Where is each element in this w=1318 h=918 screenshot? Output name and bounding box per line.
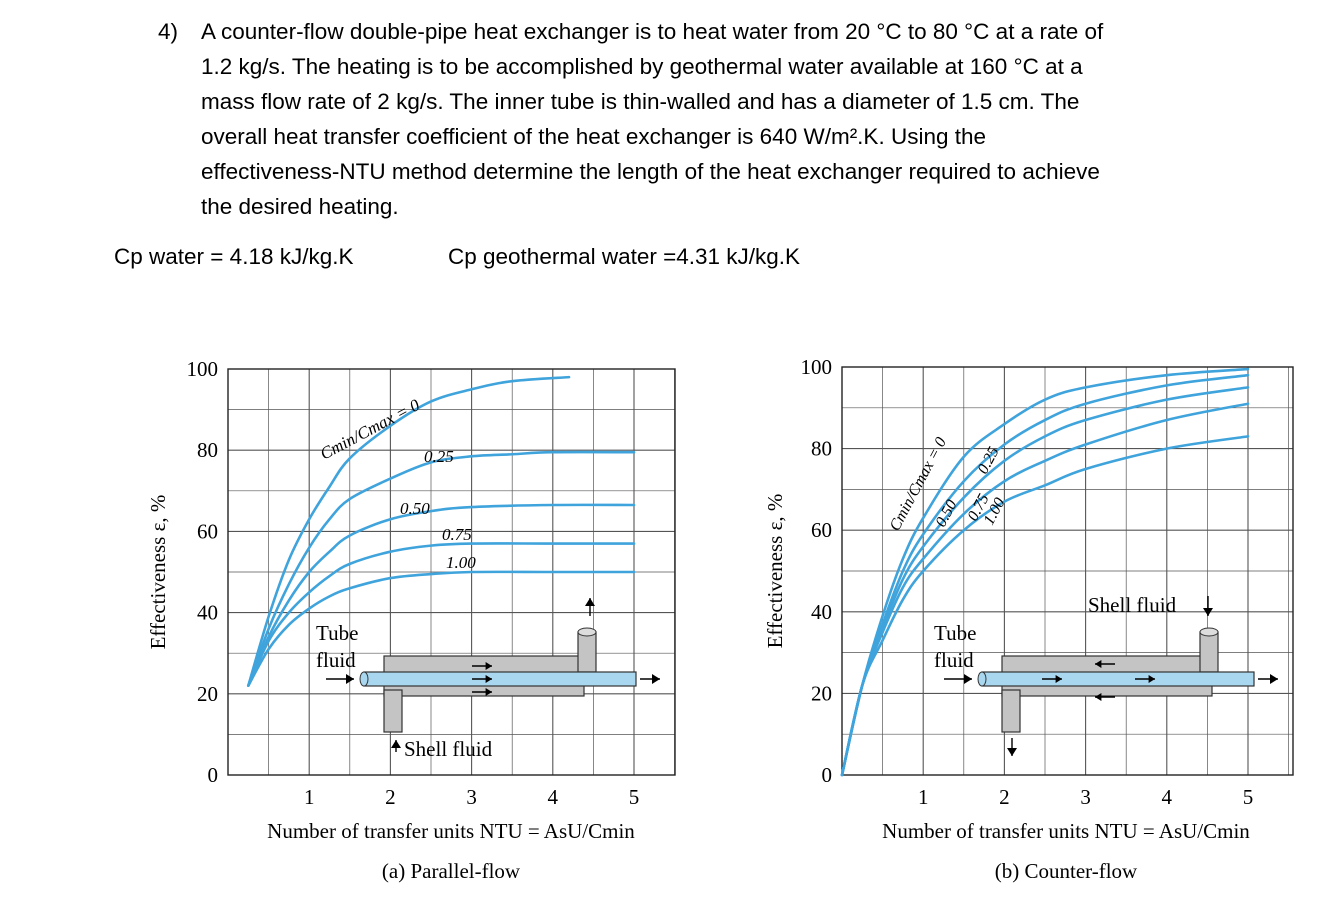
x-tick-label: 3: [1080, 785, 1091, 809]
curve-label: 0.75: [442, 525, 472, 544]
chart-grid: [842, 367, 1293, 775]
arrow-head-icon: [1148, 675, 1155, 683]
problem-line: overall heat transfer coefficient of the…: [201, 124, 986, 149]
arrow-head-icon: [346, 674, 354, 684]
x-tick-label: 2: [999, 785, 1010, 809]
cp-geothermal: Cp geothermal water =4.31 kJ/kg.K: [448, 244, 801, 269]
arrow-head-icon: [1007, 748, 1017, 756]
cp-water: Cp water = 4.18 kJ/kg.K: [114, 244, 354, 269]
chart-counter-flow: 0 20 40 60 80 100 1 2 3 4 5 Effectiveness ε, % Numbe…: [763, 355, 1294, 883]
arrow-head-icon: [1270, 674, 1278, 684]
curve-label: 0.50: [400, 499, 430, 518]
arrow-head-icon: [485, 675, 492, 683]
effectiveness-curve: [247, 542, 636, 687]
pipe-opening: [1199, 627, 1219, 637]
x-tick-label: 4: [1162, 785, 1173, 809]
arrow-head-icon: [585, 598, 595, 606]
problem-line: 1.2 kg/s. The heating is to be accomplis…: [201, 54, 1083, 79]
arrow-head-icon: [1055, 675, 1062, 683]
plot-frame: [841, 366, 1294, 776]
y-tick-label: 80: [811, 437, 832, 461]
x-tick-label: 3: [466, 785, 477, 809]
y-tick-label: 40: [811, 600, 832, 624]
shell-fluid-label: Shell fluid: [1088, 593, 1177, 617]
tube-fluid-label: fluid: [934, 648, 974, 672]
inner-tube: [363, 671, 637, 687]
y-tick-label: 20: [197, 682, 218, 706]
arrow-head-icon: [485, 662, 492, 670]
tube-fluid-label: Tube: [316, 621, 358, 645]
arrow-head-icon: [652, 674, 660, 684]
effectiveness-curve: [840, 402, 1250, 777]
flow-diagram: Tube fluid Shell fluid: [316, 598, 660, 761]
y-axis-label: Effectiveness ε, %: [146, 495, 170, 650]
curve-label: 0.25: [424, 447, 454, 466]
problem-number: 4): [158, 19, 179, 44]
shell-outlet-pipe: [577, 631, 597, 673]
effectiveness-curve: [840, 367, 1250, 777]
problem-line: A counter-flow double-pipe heat exchange…: [201, 19, 1104, 44]
chart-title: (b) Counter-flow: [995, 859, 1138, 883]
y-tick-label: 60: [197, 519, 218, 543]
curve-label: 0.50: [933, 497, 961, 530]
effectiveness-curve: [247, 375, 571, 687]
tube-opening: [977, 671, 987, 687]
problem-line: the desired heating.: [201, 194, 399, 219]
problem-line: mass flow rate of 2 kg/s. The inner tube…: [201, 89, 1080, 114]
shell-fluid-label: Shell fluid: [404, 737, 493, 761]
tube-fluid-label: fluid: [316, 648, 356, 672]
x-tick-label: 2: [385, 785, 396, 809]
curve-label: 1.00: [446, 553, 476, 572]
chart-grid: [228, 369, 675, 775]
x-tick-label: 1: [304, 785, 315, 809]
y-tick-label: 40: [197, 601, 218, 625]
problem-body: A counter-flow double-pipe heat exchange…: [201, 14, 1241, 224]
y-tick-label: 80: [197, 438, 218, 462]
x-tick-label: 1: [918, 785, 929, 809]
y-tick-label: 0: [208, 763, 219, 787]
curve-label: Cmin/Cmax = 0: [317, 395, 423, 464]
pipe-opening: [577, 627, 597, 637]
x-tick-label: 5: [1243, 785, 1254, 809]
x-tick-label: 5: [629, 785, 640, 809]
effectiveness-curve: [840, 435, 1250, 777]
y-tick-label: 100: [801, 355, 833, 379]
shell-inlet-pipe: [1199, 631, 1219, 673]
x-axis-label: Number of transfer units NTU = AsU/Cmin: [267, 819, 635, 843]
shell-outlet-pipe: [1001, 689, 1021, 733]
y-axis-label: Effectiveness ε, %: [763, 494, 787, 649]
tube-opening: [359, 671, 369, 687]
effectiveness-curve: [247, 503, 636, 687]
effectiveness-curve: [247, 450, 636, 687]
plot-frame: [227, 368, 676, 776]
y-tick-label: 0: [822, 763, 833, 787]
problem-line: effectiveness-NTU method determine the l…: [201, 159, 1100, 184]
arrow-head-icon: [485, 688, 492, 696]
y-tick-label: 60: [811, 518, 832, 542]
arrow-head-icon: [1095, 693, 1102, 701]
flow-diagram: Tube fluid Shell fluid: [934, 593, 1278, 756]
y-tick-label: 20: [811, 681, 832, 705]
arrow-head-icon: [391, 740, 401, 748]
y-tick-label: 100: [187, 357, 219, 381]
chart-parallel-flow: 0 20 40 60 80 100 1 2 3 4 5 Effectiveness ε, % Numbe…: [146, 357, 676, 883]
arrow-head-icon: [1203, 608, 1213, 616]
chart-title: (a) Parallel-flow: [382, 859, 521, 883]
arrow-head-icon: [1095, 660, 1102, 668]
x-axis-label: Number of transfer units NTU = AsU/Cmin: [882, 819, 1250, 843]
shell-inlet-pipe: [383, 689, 403, 733]
inner-tube: [981, 671, 1255, 687]
tube-fluid-label: Tube: [934, 621, 976, 645]
arrow-head-icon: [964, 674, 972, 684]
x-tick-label: 4: [548, 785, 559, 809]
effectiveness-curve: [247, 570, 636, 687]
